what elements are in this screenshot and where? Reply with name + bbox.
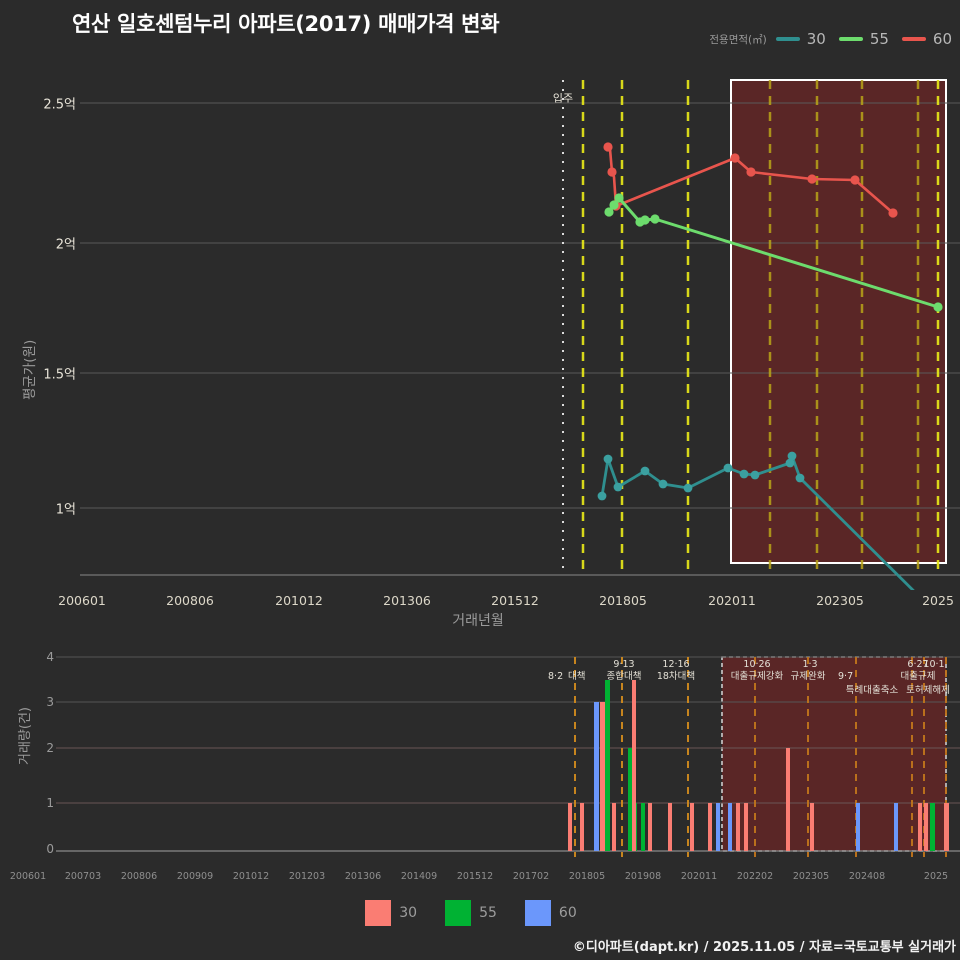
annotation-627-name: 대출규제 <box>900 671 936 682</box>
annotation-82-date: 8·2 <box>548 671 564 682</box>
volume-xtick-16: 2025 <box>923 871 949 882</box>
volume-ytick-2: 2 <box>46 741 54 755</box>
volume-xtick-10: 201805 <box>568 871 606 882</box>
bottom-legend-item-55[interactable]: 55 <box>445 900 497 926</box>
bottom-legend-label-60: 60 <box>558 905 577 921</box>
legend-swatch-30 <box>775 37 800 41</box>
price-xtick-7: 202305 <box>816 593 864 608</box>
annotation-1026-date: 10·26 <box>743 659 771 670</box>
volume-ytick-1: 1 <box>46 796 54 810</box>
price-x-axis-label: 거래년월 <box>452 613 504 629</box>
price-xtick-8: 2025 <box>922 593 954 608</box>
price-ytick-1: 1억 <box>55 502 76 518</box>
series-55-points <box>604 193 943 312</box>
annotation-1216-date: 12·16 <box>662 659 690 670</box>
annotation-101-name: 토허제해제 <box>906 685 950 696</box>
bottom-legend-swatch-55 <box>445 900 472 926</box>
volume-xtick-8: 201512 <box>456 871 494 882</box>
volume-xtick-6: 201306 <box>344 871 382 882</box>
bottom-legend-swatch-60 <box>524 900 551 926</box>
annotation-82-name: 대책 <box>568 671 586 682</box>
volume-xtick-0: 200601 <box>9 871 47 882</box>
annotation-101-date: 10·1 <box>923 659 945 670</box>
bottom-legend-item-60[interactable]: 60 <box>524 900 577 926</box>
price-xtick-0: 200601 <box>58 593 106 608</box>
price-xtick-4: 201512 <box>491 593 539 608</box>
price-plot-svg <box>80 79 960 590</box>
legend-label-30[interactable]: 30 <box>806 30 826 48</box>
legend-title: 전용면적(㎡) <box>709 33 767 46</box>
volume-xtick-2: 200806 <box>120 871 158 882</box>
price-xtick-2: 201012 <box>275 593 323 608</box>
price-chart-panel: 평균가(원) 거래년월 2.5억 2억 1.5억 1억 200601 20080… <box>0 55 960 629</box>
bottom-legend: 30 55 60 <box>0 900 960 926</box>
price-ytick-2: 2억 <box>55 237 76 253</box>
series-60-line <box>607 146 894 214</box>
price-ytick-1.5: 1.5억 <box>43 367 76 383</box>
price-xtick-1: 200806 <box>166 593 214 608</box>
legend-swatch-55 <box>838 37 863 41</box>
volume-chart-panel: 거래량(건) 4 3 2 1 0 200601 200703 200806 20… <box>0 645 960 890</box>
volume-xtick-1: 200703 <box>64 871 102 882</box>
volume-xtick-14: 202305 <box>792 871 830 882</box>
volume-xtick-12: 202011 <box>680 871 718 882</box>
volume-xtick-3: 200909 <box>176 871 214 882</box>
volume-xtick-7: 201409 <box>400 871 438 882</box>
bottom-legend-item-30[interactable]: 30 <box>365 900 417 926</box>
volume-xtick-9: 201702 <box>512 871 550 882</box>
annotation-1216-name: 18차대책 <box>656 671 696 682</box>
annotation-13-date: 1·3 <box>802 659 818 670</box>
policy-vlines-dim <box>768 80 920 575</box>
price-xtick-5: 201805 <box>599 593 647 608</box>
legend-label-55[interactable]: 55 <box>869 30 889 48</box>
annotation-1026-name: 대출규제강화 <box>730 671 784 682</box>
footer-credit: ©디아파트(dapt.kr) / 2025.11.05 / 자료=국토교통부 실… <box>572 940 956 955</box>
volume-bars <box>568 680 949 851</box>
bottom-legend-label-55: 55 <box>479 905 497 921</box>
page-title: 연산 일호센텀누리 아파트(2017) 매매가격 변화 <box>72 12 500 36</box>
legend-swatch-60 <box>901 37 926 41</box>
volume-ytick-4: 4 <box>46 650 54 664</box>
policy-vlines <box>581 80 940 575</box>
top-legend: 전용면적(㎡) 30 55 60 <box>709 30 958 48</box>
annotation-913-name: 종합대책 <box>606 671 642 682</box>
price-xtick-6: 202011 <box>708 593 756 608</box>
annotation-13-name: 규제완화 <box>790 671 826 682</box>
volume-ytick-0: 0 <box>46 842 54 856</box>
volume-ytick-3: 3 <box>46 695 54 709</box>
volume-xtick-5: 201203 <box>288 871 326 882</box>
annotation-97-date: 9·7 <box>838 671 854 682</box>
volume-highlight-box <box>721 656 947 852</box>
legend-label-60[interactable]: 60 <box>932 30 952 48</box>
volume-xtick-4: 201012 <box>232 871 270 882</box>
volume-xtick-15: 202408 <box>848 871 886 882</box>
bottom-legend-label-30: 30 <box>399 905 418 921</box>
price-highlight-box <box>730 79 947 564</box>
annotation-97-name: 특례대출축소 <box>845 685 899 696</box>
price-xtick-3: 201306 <box>383 593 431 608</box>
volume-xtick-13: 202202 <box>736 871 774 882</box>
volume-xtick-11: 201908 <box>624 871 662 882</box>
price-ytick-2.5: 2.5억 <box>43 97 76 113</box>
bottom-legend-swatch-30 <box>365 900 392 926</box>
annotation-913-date: 9·13 <box>613 659 635 670</box>
series-30-points <box>597 451 805 501</box>
annotation-627-date: 6·27 <box>907 659 929 670</box>
volume-plot-svg <box>56 656 960 857</box>
